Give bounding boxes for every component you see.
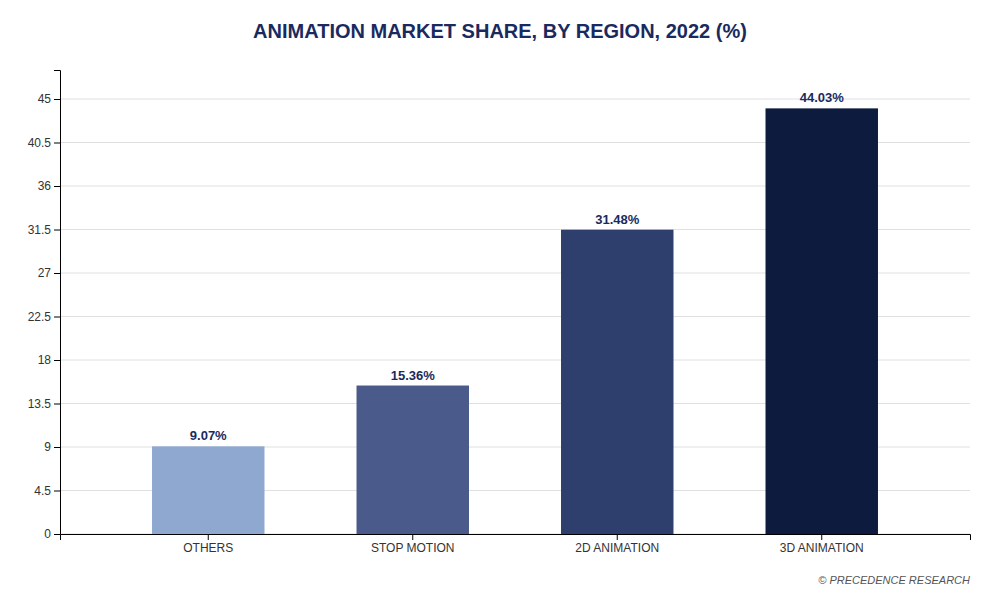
bar [357,386,469,534]
y-axis: 0 4.5 9 13.5 18 22.5 27 31.5 36 40.5 45 [28,71,61,542]
tick: 27 [38,266,60,280]
annotations: © PRECEDENCE RESEARCH [818,574,970,586]
data-labels: 9.07% 15.36% 31.48% 44.03% [190,90,844,443]
tick: 22.5 [28,310,60,324]
tick-label: 3D ANIMATION [780,541,864,555]
tick-label: 18 [38,353,52,367]
bars [152,108,878,534]
tick-mark [54,534,60,535]
tick-label: 22.5 [28,310,52,324]
axis-line [61,535,971,541]
tick-mark [54,360,60,361]
tick-label: 9 [44,440,51,454]
plot: 0 4.5 9 13.5 18 22.5 27 31.5 36 40.5 45 OTHERS STOP … [28,71,971,555]
tick-label: 2D ANIMATION [575,541,659,555]
tick-mark [54,186,60,187]
tick: 31.5 [28,223,60,237]
tick-label: 13.5 [28,397,52,411]
tick-mark [54,99,60,100]
tick-label: OTHERS [183,541,233,555]
tick-mark [54,491,60,492]
tick: 40.5 [28,136,60,150]
tick: 0 [44,527,60,541]
bar [152,446,264,534]
tick: 2D ANIMATION [575,534,659,555]
tick-mark [617,534,618,540]
tick: 36 [38,179,60,193]
tick: 13.5 [28,397,60,411]
tick-mark [54,143,60,144]
tick-label: 40.5 [28,136,52,150]
tick-label: 31.5 [28,223,52,237]
tick-label: 27 [38,266,52,280]
tick: 9 [44,440,60,454]
tick-mark [821,534,822,540]
tick: 4.5 [34,484,60,498]
data-label: 15.36% [391,368,436,383]
tick-mark [54,230,60,231]
tick-label: 36 [38,179,52,193]
tick-mark [54,404,60,405]
x-axis: OTHERS STOP MOTION 2D ANIMATION 3D ANIMATIO… [61,534,971,555]
tick-label: 45 [38,92,52,106]
axis-line [54,71,61,535]
tick: 3D ANIMATION [780,534,864,555]
tick-mark [208,534,209,540]
bar [561,230,673,534]
chart: ANIMATION MARKET SHARE, BY REGION, 2022 … [0,0,1000,594]
tick-label: 0 [44,527,51,541]
tick: OTHERS [183,534,233,555]
tick: 45 [38,92,60,106]
data-label: 44.03% [800,90,845,105]
data-label: 31.48% [595,212,640,227]
annotation: © PRECEDENCE RESEARCH [818,574,970,586]
tick-mark [54,317,60,318]
title: ANIMATION MARKET SHARE, BY REGION, 2022 … [253,20,747,42]
tick-mark [54,273,60,274]
bar [766,108,878,534]
tick-label: 4.5 [34,484,51,498]
data-label: 9.07% [190,428,227,443]
tick-label: STOP MOTION [371,541,455,555]
grid [60,99,970,534]
tick-mark [54,447,60,448]
tick-mark [412,534,413,540]
tick: STOP MOTION [371,534,455,555]
tick: 18 [38,353,60,367]
